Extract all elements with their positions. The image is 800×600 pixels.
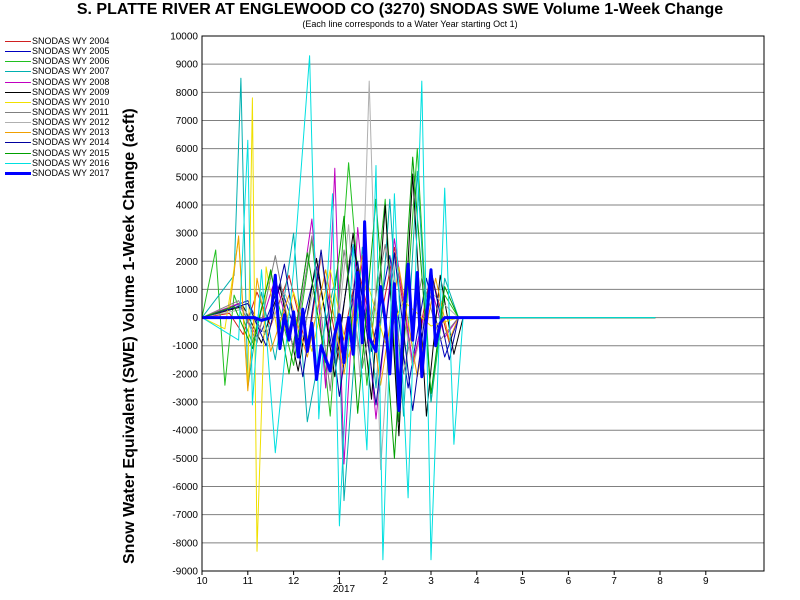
x-tick-label: 11 — [243, 576, 254, 587]
legend-item: SNODAS WY 2007 — [2, 66, 132, 76]
legend-swatch — [5, 51, 31, 53]
legend-item: SNODAS WY 2004 — [2, 36, 132, 46]
y-tick-label: -1000 — [172, 341, 198, 352]
legend-swatch — [5, 61, 31, 63]
legend-item: SNODAS WY 2014 — [2, 137, 132, 147]
x-tick-label: 6 — [566, 576, 572, 587]
legend: SNODAS WY 2004 SNODAS WY 2005 SNODAS WY 20… — [2, 36, 132, 178]
series-line-snodas-wy-2008 — [201, 167, 656, 465]
legend-item: SNODAS WY 2016 — [2, 158, 132, 168]
y-axis-ticks: -9000 -8000 -7000 -6000 -5000 -4000 -3000 -2000… — [170, 32, 198, 578]
year-label: 2017 — [333, 584, 356, 595]
y-tick-label: 3000 — [176, 229, 199, 240]
legend-label: SNODAS WY 2006 — [32, 56, 110, 67]
x-tick-label: 4 — [474, 576, 480, 587]
y-tick-label: -3000 — [172, 398, 198, 409]
legend-label: SNODAS WY 2009 — [32, 86, 110, 97]
legend-item: SNODAS WY 2006 — [2, 56, 132, 66]
legend-label: SNODAS WY 2015 — [32, 147, 110, 158]
y-tick-label: 2000 — [176, 257, 199, 268]
y-tick-label: 1000 — [176, 285, 199, 296]
y-tick-label: -8000 — [172, 538, 198, 549]
series-line-snodas-wy-2016 — [201, 55, 656, 561]
y-tick-label: -6000 — [172, 482, 198, 493]
x-tick-label: 9 — [703, 576, 709, 587]
y-tick-label: 7000 — [176, 116, 199, 127]
plot-frame — [201, 35, 765, 572]
legend-item: SNODAS WY 2013 — [2, 127, 132, 137]
legend-item: SNODAS WY 2011 — [2, 107, 132, 117]
legend-label: SNODAS WY 2017 — [32, 167, 110, 178]
legend-label: SNODAS WY 2010 — [32, 96, 110, 107]
legend-item: SNODAS WY 2010 — [2, 97, 132, 107]
y-tick-label: -4000 — [172, 426, 198, 437]
x-tick-label: 2 — [382, 576, 388, 587]
y-tick-label: 10000 — [170, 32, 198, 43]
legend-label: SNODAS WY 2011 — [32, 106, 109, 117]
legend-swatch — [5, 122, 31, 124]
legend-label: SNODAS WY 2014 — [32, 137, 110, 148]
series-line-snodas-wy-2014 — [201, 249, 656, 411]
series-line-snodas-wy-2009 — [201, 173, 656, 437]
legend-swatch — [5, 162, 31, 164]
legend-swatch — [5, 142, 31, 144]
y-tick-label: 9000 — [176, 60, 199, 71]
y-tick-label: -5000 — [172, 454, 198, 465]
legend-swatch — [5, 41, 31, 42]
series-line-snodas-wy-2017 — [202, 220, 500, 412]
legend-label: SNODAS WY 2007 — [32, 66, 110, 77]
y-tick-label: -9000 — [172, 567, 198, 578]
legend-label: SNODAS WY 2016 — [32, 157, 110, 168]
y-tick-label: 4000 — [176, 200, 199, 211]
legend-label: SNODAS WY 2013 — [32, 127, 110, 138]
legend-swatch — [5, 91, 31, 93]
legend-item: SNODAS WY 2015 — [2, 148, 132, 158]
legend-item: SNODAS WY 2005 — [2, 46, 132, 56]
legend-swatch — [5, 71, 31, 73]
legend-item: SNODAS WY 2017 — [2, 168, 132, 178]
legend-item: SNODAS WY 2012 — [2, 117, 132, 127]
x-tick-label: 12 — [288, 576, 300, 587]
legend-item: SNODAS WY 2009 — [2, 87, 132, 97]
series-line-snodas-wy-2012 — [201, 80, 656, 471]
legend-swatch — [5, 81, 31, 83]
legend-item: SNODAS WY 2008 — [2, 77, 132, 87]
y-tick-label: 0 — [192, 313, 198, 324]
chart-title: S. PLATTE RIVER AT ENGLEWOOD CO (3270) S… — [76, 1, 724, 18]
legend-swatch — [5, 101, 31, 103]
y-tick-label: 8000 — [176, 88, 199, 99]
y-tick-label: 6000 — [176, 144, 199, 155]
x-tick-label: 10 — [196, 576, 208, 587]
x-tick-label: 5 — [520, 576, 526, 587]
series-layer — [201, 55, 656, 561]
y-tick-label: 5000 — [176, 172, 199, 183]
x-tick-label: 1 — [337, 576, 343, 587]
chart-subtitle: (Each line corresponds to a Water Year s… — [302, 19, 518, 29]
legend-swatch — [5, 171, 31, 175]
x-axis-ticks: 10 11 12 1 2 3 4 5 6 7 8 9 — [196, 571, 709, 587]
x-tick-label: 8 — [657, 576, 663, 587]
y-tick-label: -7000 — [172, 510, 198, 521]
y-tick-label: -2000 — [172, 369, 198, 380]
legend-label: SNODAS WY 2004 — [32, 36, 110, 46]
x-tick-label: 3 — [428, 576, 434, 587]
legend-label: SNODAS WY 2005 — [32, 46, 110, 57]
legend-label: SNODAS WY 2008 — [32, 76, 110, 87]
legend-label: SNODAS WY 2012 — [32, 117, 110, 128]
x-tick-label: 7 — [611, 576, 617, 587]
legend-swatch — [5, 111, 31, 113]
legend-swatch — [5, 132, 31, 134]
legend-swatch — [5, 152, 31, 154]
